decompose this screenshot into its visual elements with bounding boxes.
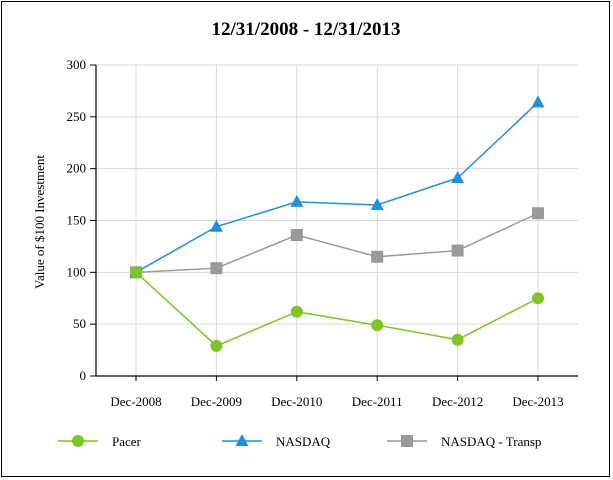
x-tick-label: Dec-2010 xyxy=(271,394,322,409)
nasdaq-transp-point xyxy=(371,250,384,263)
nasdaq-transp-point xyxy=(532,207,544,220)
y-tick-label: 250 xyxy=(67,109,87,124)
chart-title: 12/31/2008 - 12/31/2013 xyxy=(212,19,401,40)
x-tick-label: Dec-2011 xyxy=(352,394,403,409)
nasdaq-transp-legend-label: NASDAQ - Transp xyxy=(441,434,541,449)
y-tick-label: 200 xyxy=(67,161,87,176)
nasdaq-point xyxy=(290,194,304,207)
x-tick-label: Dec-2009 xyxy=(191,394,242,409)
pacer-point xyxy=(371,319,384,332)
nasdaq-transp-point xyxy=(210,262,223,275)
pacer-legend-label: Pacer xyxy=(112,434,142,449)
nasdaq-transp-point xyxy=(451,244,464,257)
y-tick-label: 100 xyxy=(67,264,87,279)
pacer-point xyxy=(210,339,223,352)
pacer-line xyxy=(135,271,539,347)
x-tick-label: Dec-2008 xyxy=(110,394,161,409)
pacer-point xyxy=(451,333,464,346)
legend: Pacer NASDAQ NASDAQ - Transp xyxy=(58,434,541,449)
tick-labels: 0 50 100 150 200 250 300 Dec-2008 Dec-2009 Dec-20… xyxy=(67,57,564,409)
y-tick-label: 150 xyxy=(67,213,87,228)
series-lines xyxy=(129,95,545,352)
nasdaq-point xyxy=(209,219,223,232)
pacer-point xyxy=(130,266,142,279)
nasdaq-legend-marker xyxy=(235,434,249,446)
nasdaq-point xyxy=(451,170,465,183)
y-axis-label: Value of $100 Investment xyxy=(32,155,47,289)
x-tick-label: Dec-2013 xyxy=(512,394,563,409)
axes xyxy=(90,64,578,381)
y-tick-label: 0 xyxy=(80,368,87,383)
pacer-point xyxy=(532,292,544,305)
nasdaq-point xyxy=(531,95,545,108)
nasdaq-legend-label: NASDAQ xyxy=(276,434,331,449)
pacer-point xyxy=(290,305,303,318)
y-tick-label: 300 xyxy=(67,57,87,72)
x-tick-label: Dec-2012 xyxy=(432,394,483,409)
nasdaq-transp-legend-marker xyxy=(401,435,413,447)
y-tick-label: 50 xyxy=(73,316,86,331)
pacer-legend-marker xyxy=(72,435,84,447)
nasdaq-transp-line xyxy=(135,212,539,274)
gridlines xyxy=(96,64,578,377)
nasdaq-transp-point xyxy=(290,229,303,242)
nasdaq-point xyxy=(370,197,384,210)
nasdaq-line xyxy=(135,101,539,273)
